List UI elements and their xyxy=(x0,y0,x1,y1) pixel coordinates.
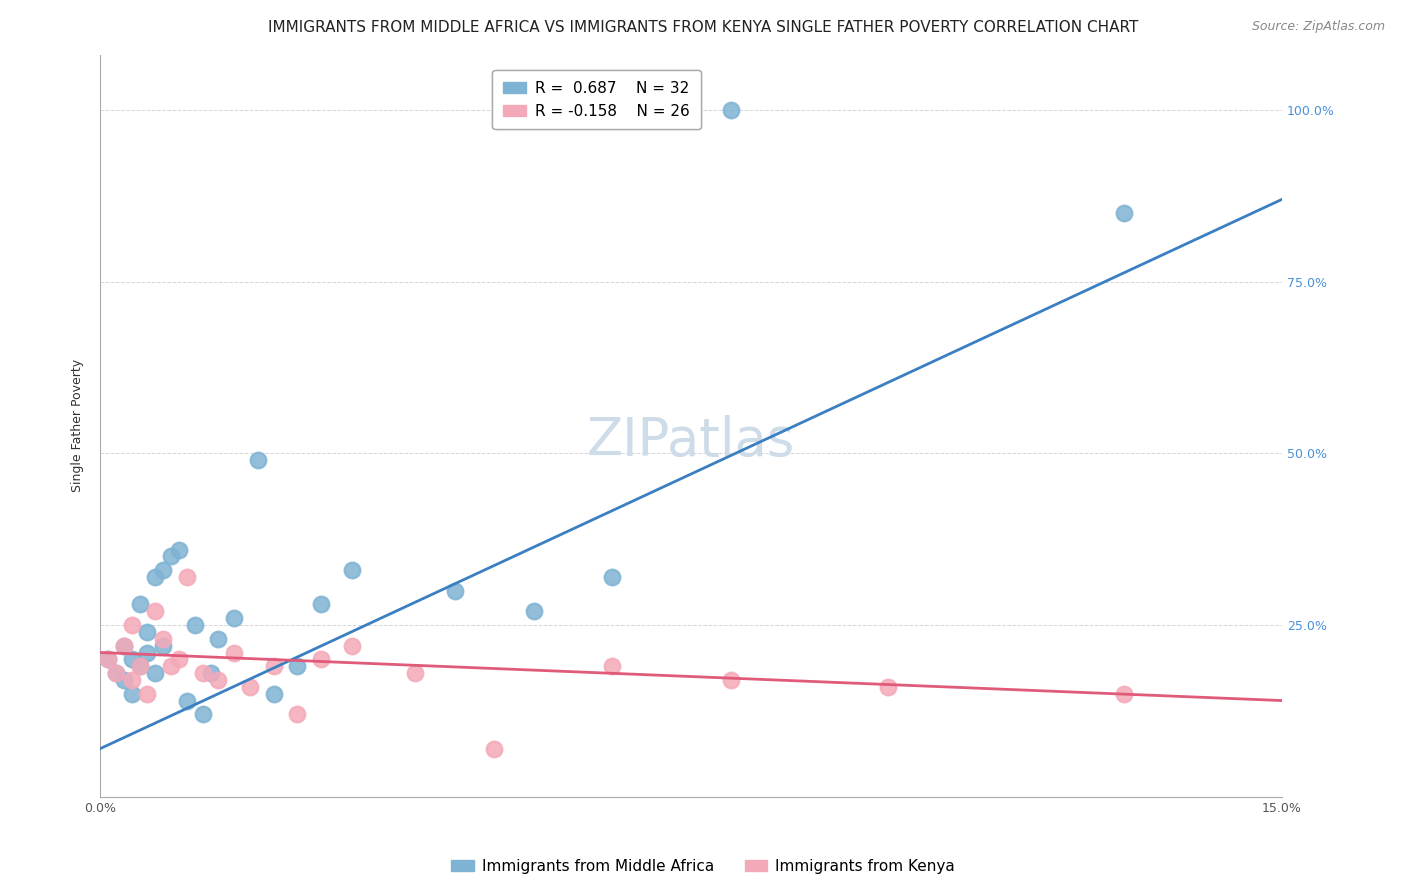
Point xyxy=(191,707,214,722)
Point xyxy=(522,604,544,618)
Point xyxy=(191,666,214,681)
Point xyxy=(184,618,207,632)
Point xyxy=(97,652,120,666)
Point xyxy=(112,639,135,653)
Point xyxy=(128,659,150,673)
Point xyxy=(720,673,742,687)
Point xyxy=(285,707,308,722)
Point xyxy=(207,632,229,646)
Point xyxy=(207,673,229,687)
Point xyxy=(160,659,183,673)
Point xyxy=(1114,687,1136,701)
Point xyxy=(404,666,426,681)
Point xyxy=(263,687,285,701)
Point xyxy=(720,103,742,117)
Point xyxy=(342,639,364,653)
Point xyxy=(602,570,624,584)
Point xyxy=(443,583,465,598)
Point xyxy=(145,570,167,584)
Text: ZIPatlas: ZIPatlas xyxy=(586,415,796,467)
Point xyxy=(121,673,143,687)
Point xyxy=(1114,206,1136,220)
Point xyxy=(167,542,190,557)
Point xyxy=(309,598,332,612)
Point xyxy=(239,680,262,694)
Point xyxy=(152,639,174,653)
Point xyxy=(200,666,222,681)
Point xyxy=(224,646,246,660)
Point xyxy=(121,652,143,666)
Point xyxy=(176,570,198,584)
Point xyxy=(136,646,159,660)
Point xyxy=(152,563,174,577)
Point xyxy=(342,563,364,577)
Legend: R =  0.687    N = 32, R = -0.158    N = 26: R = 0.687 N = 32, R = -0.158 N = 26 xyxy=(492,70,700,129)
Point xyxy=(145,666,167,681)
Point xyxy=(176,693,198,707)
Point xyxy=(167,652,190,666)
Point xyxy=(152,632,174,646)
Point xyxy=(112,639,135,653)
Point xyxy=(97,652,120,666)
Point xyxy=(246,453,269,467)
Point xyxy=(145,604,167,618)
Point xyxy=(104,666,127,681)
Point xyxy=(309,652,332,666)
Point xyxy=(224,611,246,625)
Point xyxy=(104,666,127,681)
Point xyxy=(160,549,183,564)
Point xyxy=(136,624,159,639)
Point xyxy=(602,659,624,673)
Point xyxy=(112,673,135,687)
Point xyxy=(128,598,150,612)
Point xyxy=(136,687,159,701)
Point xyxy=(482,741,505,756)
Point xyxy=(263,659,285,673)
Text: Source: ZipAtlas.com: Source: ZipAtlas.com xyxy=(1251,20,1385,33)
Text: IMMIGRANTS FROM MIDDLE AFRICA VS IMMIGRANTS FROM KENYA SINGLE FATHER POVERTY COR: IMMIGRANTS FROM MIDDLE AFRICA VS IMMIGRA… xyxy=(267,20,1139,35)
Y-axis label: Single Father Poverty: Single Father Poverty xyxy=(72,359,84,492)
Point xyxy=(285,659,308,673)
Point xyxy=(128,659,150,673)
Legend: Immigrants from Middle Africa, Immigrants from Kenya: Immigrants from Middle Africa, Immigrant… xyxy=(446,853,960,880)
Point xyxy=(121,618,143,632)
Point xyxy=(121,687,143,701)
Point xyxy=(877,680,900,694)
